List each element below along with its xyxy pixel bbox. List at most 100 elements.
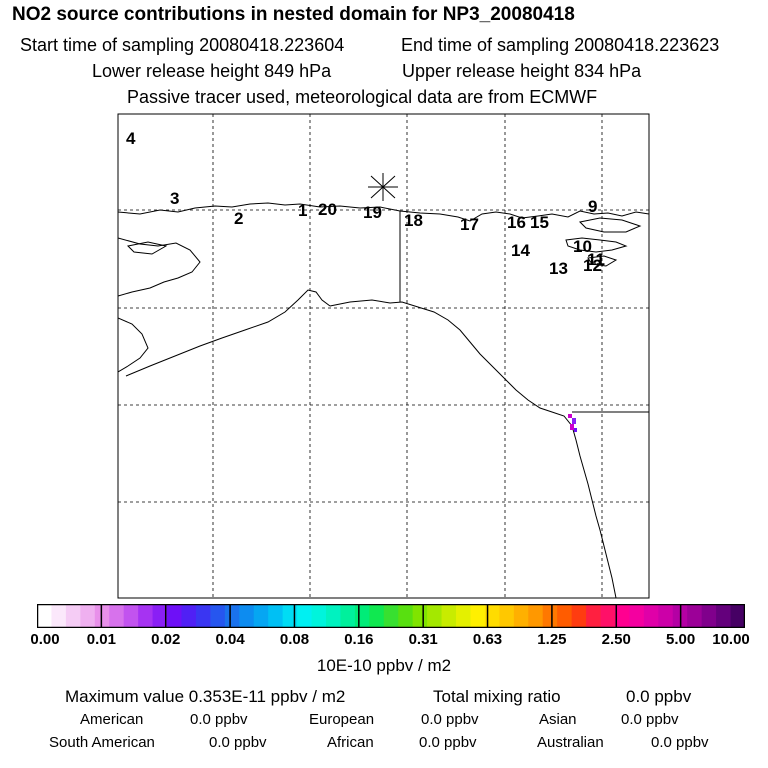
source-marker-15: 15 (530, 213, 549, 232)
colorbar-unit-label: 10E-10 ppbv / m2 (316, 656, 452, 675)
colorbar-swatch (643, 604, 659, 628)
colorbar-swatch (195, 604, 211, 628)
colorbar-label: 10.00 (712, 631, 750, 648)
colorbar-swatch (123, 604, 139, 628)
colorbar-swatch (297, 604, 313, 628)
colorbar-label: 0.31 (408, 631, 438, 648)
colorbar-swatch (383, 604, 399, 628)
region-name-asian: Asian (539, 711, 577, 728)
colorbar-swatch (687, 604, 703, 628)
total-mixing-value: 0.0 ppbv (626, 687, 692, 706)
colorbar-swatch (311, 604, 327, 628)
source-marker-17: 17 (460, 215, 479, 234)
map-gridlines (118, 114, 649, 598)
source-marker-2: 2 (234, 209, 243, 228)
colorbar-swatch (716, 604, 732, 628)
source-marker-4: 4 (126, 129, 136, 148)
region-value-asian: 0.0 ppbv (621, 711, 679, 728)
colorbar-swatch (109, 604, 125, 628)
region-value-american: 0.0 ppbv (190, 711, 248, 728)
colorbar-swatch (629, 604, 645, 628)
colorbar-swatch (325, 604, 342, 628)
colorbar-label: 0.00 (30, 631, 60, 648)
region-name-south-american: South American (49, 734, 155, 751)
colorbar-swatch (614, 604, 631, 628)
colorbar (37, 604, 745, 628)
colorbar-swatch (701, 604, 717, 628)
colorbar-label: 0.02 (151, 631, 181, 648)
colorbar-swatch (412, 604, 428, 628)
colorbar-label: 0.63 (472, 631, 503, 648)
colorbar-swatch (499, 604, 515, 628)
source-marker-18: 18 (404, 211, 423, 230)
source-marker-14: 14 (511, 241, 530, 260)
region-value-south-american: 0.0 ppbv (209, 734, 267, 751)
source-marker-9: 9 (588, 197, 597, 216)
colorbar-swatch (51, 604, 67, 628)
colorbar-swatch (658, 604, 674, 628)
colorbar-swatch (152, 604, 168, 628)
star-marker (368, 173, 398, 201)
colorbar-label: 0.04 (215, 631, 245, 648)
source-marker-3: 3 (170, 189, 179, 208)
source-marker-13: 13 (549, 259, 568, 278)
colorbar-swatch (65, 604, 81, 628)
colorbar-swatch (557, 604, 573, 628)
source-marker-1: 1 (298, 201, 307, 220)
source-marker-12: 12 (583, 256, 602, 275)
colorbar-swatch (398, 604, 414, 628)
colorbar-swatch (138, 604, 154, 628)
colorbar-swatch (80, 604, 96, 628)
colorbar-label: 0.16 (344, 631, 374, 648)
colorbar-swatch (224, 604, 240, 628)
tracer-note: Passive tracer used, meteorological data… (127, 87, 598, 107)
colorbar-swatch (282, 604, 298, 628)
colorbar-swatch (181, 604, 197, 628)
colorbar-swatch (513, 604, 529, 628)
colorbar-swatch (239, 604, 255, 628)
colorbar-swatch (600, 604, 616, 628)
region-name-european: European (309, 711, 375, 728)
region-name-australian: Australian (537, 734, 604, 751)
colorbar-swatch (94, 604, 110, 628)
colorbar-swatch (253, 604, 269, 628)
source-marker-11: 11 (587, 250, 605, 269)
colorbar-swatch (528, 604, 544, 628)
colorbar-swatch (586, 604, 602, 628)
colorbar-swatch (470, 604, 486, 628)
source-marker-10: 10 (573, 237, 592, 256)
colorbar-swatch (340, 604, 356, 628)
colorbar-label: 0.01 (86, 631, 116, 648)
region-value-australian: 0.0 ppbv (651, 734, 709, 751)
total-mixing-label: Total mixing ratio (433, 687, 561, 706)
colorbar-border (37, 604, 745, 628)
colorbar-swatch (167, 604, 183, 628)
colorbar-swatch (427, 604, 443, 628)
colorbar-swatch (730, 604, 745, 628)
colorbar-label: 1.25 (537, 631, 567, 648)
colorbar-swatch (456, 604, 472, 628)
colorbar-swatch (441, 604, 457, 628)
source-marker-16: 16 (507, 213, 526, 232)
coastlines (118, 202, 649, 598)
colorbar-swatch (542, 604, 558, 628)
max-value-label: Maximum value 0.353E-11 ppbv / m2 (65, 687, 346, 706)
region-value-european: 0.0 ppbv (421, 711, 479, 728)
concentration-hotspot (568, 414, 577, 432)
colorbar-swatch (210, 604, 226, 628)
colorbar-swatch (268, 604, 284, 628)
region-value-african: 0.0 ppbv (419, 734, 477, 751)
colorbar-swatch (484, 604, 500, 628)
colorbar-swatch (37, 604, 53, 628)
source-marker-19: 19 (363, 203, 382, 222)
start-time-label: Start time of sampling 20080418.223604 (20, 35, 345, 55)
region-name-african: African (327, 734, 374, 751)
colorbar-label: 2.50 (601, 631, 631, 648)
page-title: NO2 source contributions in nested domai… (12, 4, 575, 25)
region-name-american: American (80, 711, 144, 728)
colorbar-swatch (369, 604, 385, 628)
source-marker-20: 20 (318, 200, 337, 219)
upper-release-label: Upper release height 834 hPa (402, 61, 642, 81)
lower-release-label: Lower release height 849 hPa (92, 61, 332, 81)
